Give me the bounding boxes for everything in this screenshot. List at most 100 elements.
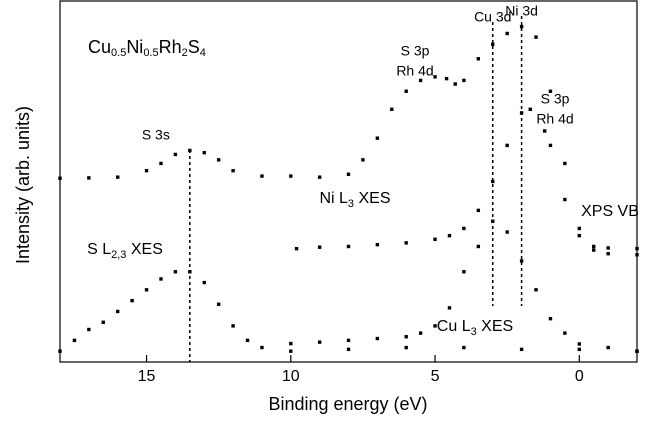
data-point <box>476 208 481 213</box>
data-point <box>130 298 134 303</box>
data-point <box>433 237 437 241</box>
data-point <box>294 246 299 251</box>
text-part: XES <box>126 241 162 258</box>
data-point <box>361 158 365 162</box>
data-point <box>635 349 639 353</box>
data-point <box>447 233 452 238</box>
data-point <box>606 252 610 256</box>
data-point <box>542 129 547 133</box>
data-point <box>245 338 250 343</box>
data-point <box>528 107 532 111</box>
data-point <box>188 270 192 274</box>
data-point <box>606 345 610 350</box>
data-point <box>519 24 524 29</box>
data-point <box>563 161 567 166</box>
data-point <box>317 340 322 344</box>
data-point <box>317 245 322 249</box>
data-point <box>433 324 437 328</box>
data-point <box>505 143 509 148</box>
data-point <box>375 136 380 140</box>
subscript: 0.5 <box>111 47 126 59</box>
data-point <box>462 78 466 83</box>
data-point <box>202 150 206 155</box>
subscript: 2 <box>182 47 188 59</box>
data-point <box>635 246 639 251</box>
data-point <box>462 270 466 274</box>
subscript: 2,3 <box>111 249 126 261</box>
data-point <box>444 76 449 81</box>
data-point <box>144 168 149 173</box>
data-point <box>462 226 466 231</box>
data-point <box>216 158 221 162</box>
data-point <box>453 82 457 86</box>
data-point <box>577 226 581 231</box>
series-label: Ni L3 XES <box>319 190 390 210</box>
annotation: S 3p <box>541 91 570 107</box>
data-point <box>592 244 596 249</box>
data-point <box>462 345 466 350</box>
data-point <box>491 219 495 223</box>
data-point <box>519 259 524 263</box>
annotation: S 3p <box>401 43 430 59</box>
plot-frame <box>59 0 638 363</box>
x-tick-label: 15 <box>138 368 156 385</box>
subscript: 4 <box>200 47 206 59</box>
data-point <box>404 89 408 93</box>
series-label: Cu L3 XES <box>437 318 513 338</box>
data-point <box>144 288 149 292</box>
text-part: XES <box>354 190 390 207</box>
data-point <box>202 280 206 285</box>
data-point <box>491 179 495 184</box>
data-point <box>116 175 120 179</box>
data-point <box>433 75 437 79</box>
data-point <box>548 89 553 93</box>
data-point <box>289 349 293 353</box>
data-point <box>58 176 62 180</box>
subscript: 0.5 <box>143 47 158 59</box>
data-point <box>289 174 293 178</box>
data-point <box>534 35 538 39</box>
subscript: 3 <box>471 326 477 338</box>
data-point <box>635 253 639 257</box>
data-point <box>534 288 538 292</box>
data-point <box>563 197 567 202</box>
data-point <box>404 345 408 350</box>
data-point <box>289 341 293 346</box>
data-point <box>216 302 221 306</box>
data-point <box>173 152 178 157</box>
data-point <box>577 347 581 352</box>
data-point <box>592 248 596 252</box>
data-point <box>188 148 192 153</box>
data-point <box>346 172 351 176</box>
data-point <box>563 331 567 335</box>
text-part: Cu L <box>437 318 471 335</box>
data-point <box>375 336 380 341</box>
data-point <box>346 244 351 249</box>
data-point <box>346 338 351 343</box>
x-tick-label: 5 <box>431 368 440 385</box>
data-point <box>390 107 394 111</box>
text-part: Ni <box>126 37 143 57</box>
data-point <box>159 277 163 281</box>
data-point <box>260 174 264 178</box>
data-point <box>58 349 62 353</box>
data-point <box>375 242 380 247</box>
text-part: XPS VB <box>581 203 639 220</box>
text-part: S L <box>87 241 111 258</box>
data-point <box>577 342 581 346</box>
data-point <box>404 335 408 339</box>
data-point <box>447 306 452 310</box>
data-point <box>491 42 495 47</box>
series-label: S L2,3 XES <box>87 241 163 261</box>
chart-title: Cu0.5Ni0.5Rh2S4 <box>88 37 206 59</box>
data-point <box>476 57 481 61</box>
data-point <box>72 338 77 343</box>
data-point <box>548 316 553 321</box>
x-axis-label: Binding energy (eV) <box>268 394 427 414</box>
data-point <box>317 175 322 179</box>
data-point <box>606 246 610 250</box>
series-label: XPS VB <box>581 203 639 220</box>
data-point <box>87 176 91 180</box>
data-point <box>173 270 178 274</box>
